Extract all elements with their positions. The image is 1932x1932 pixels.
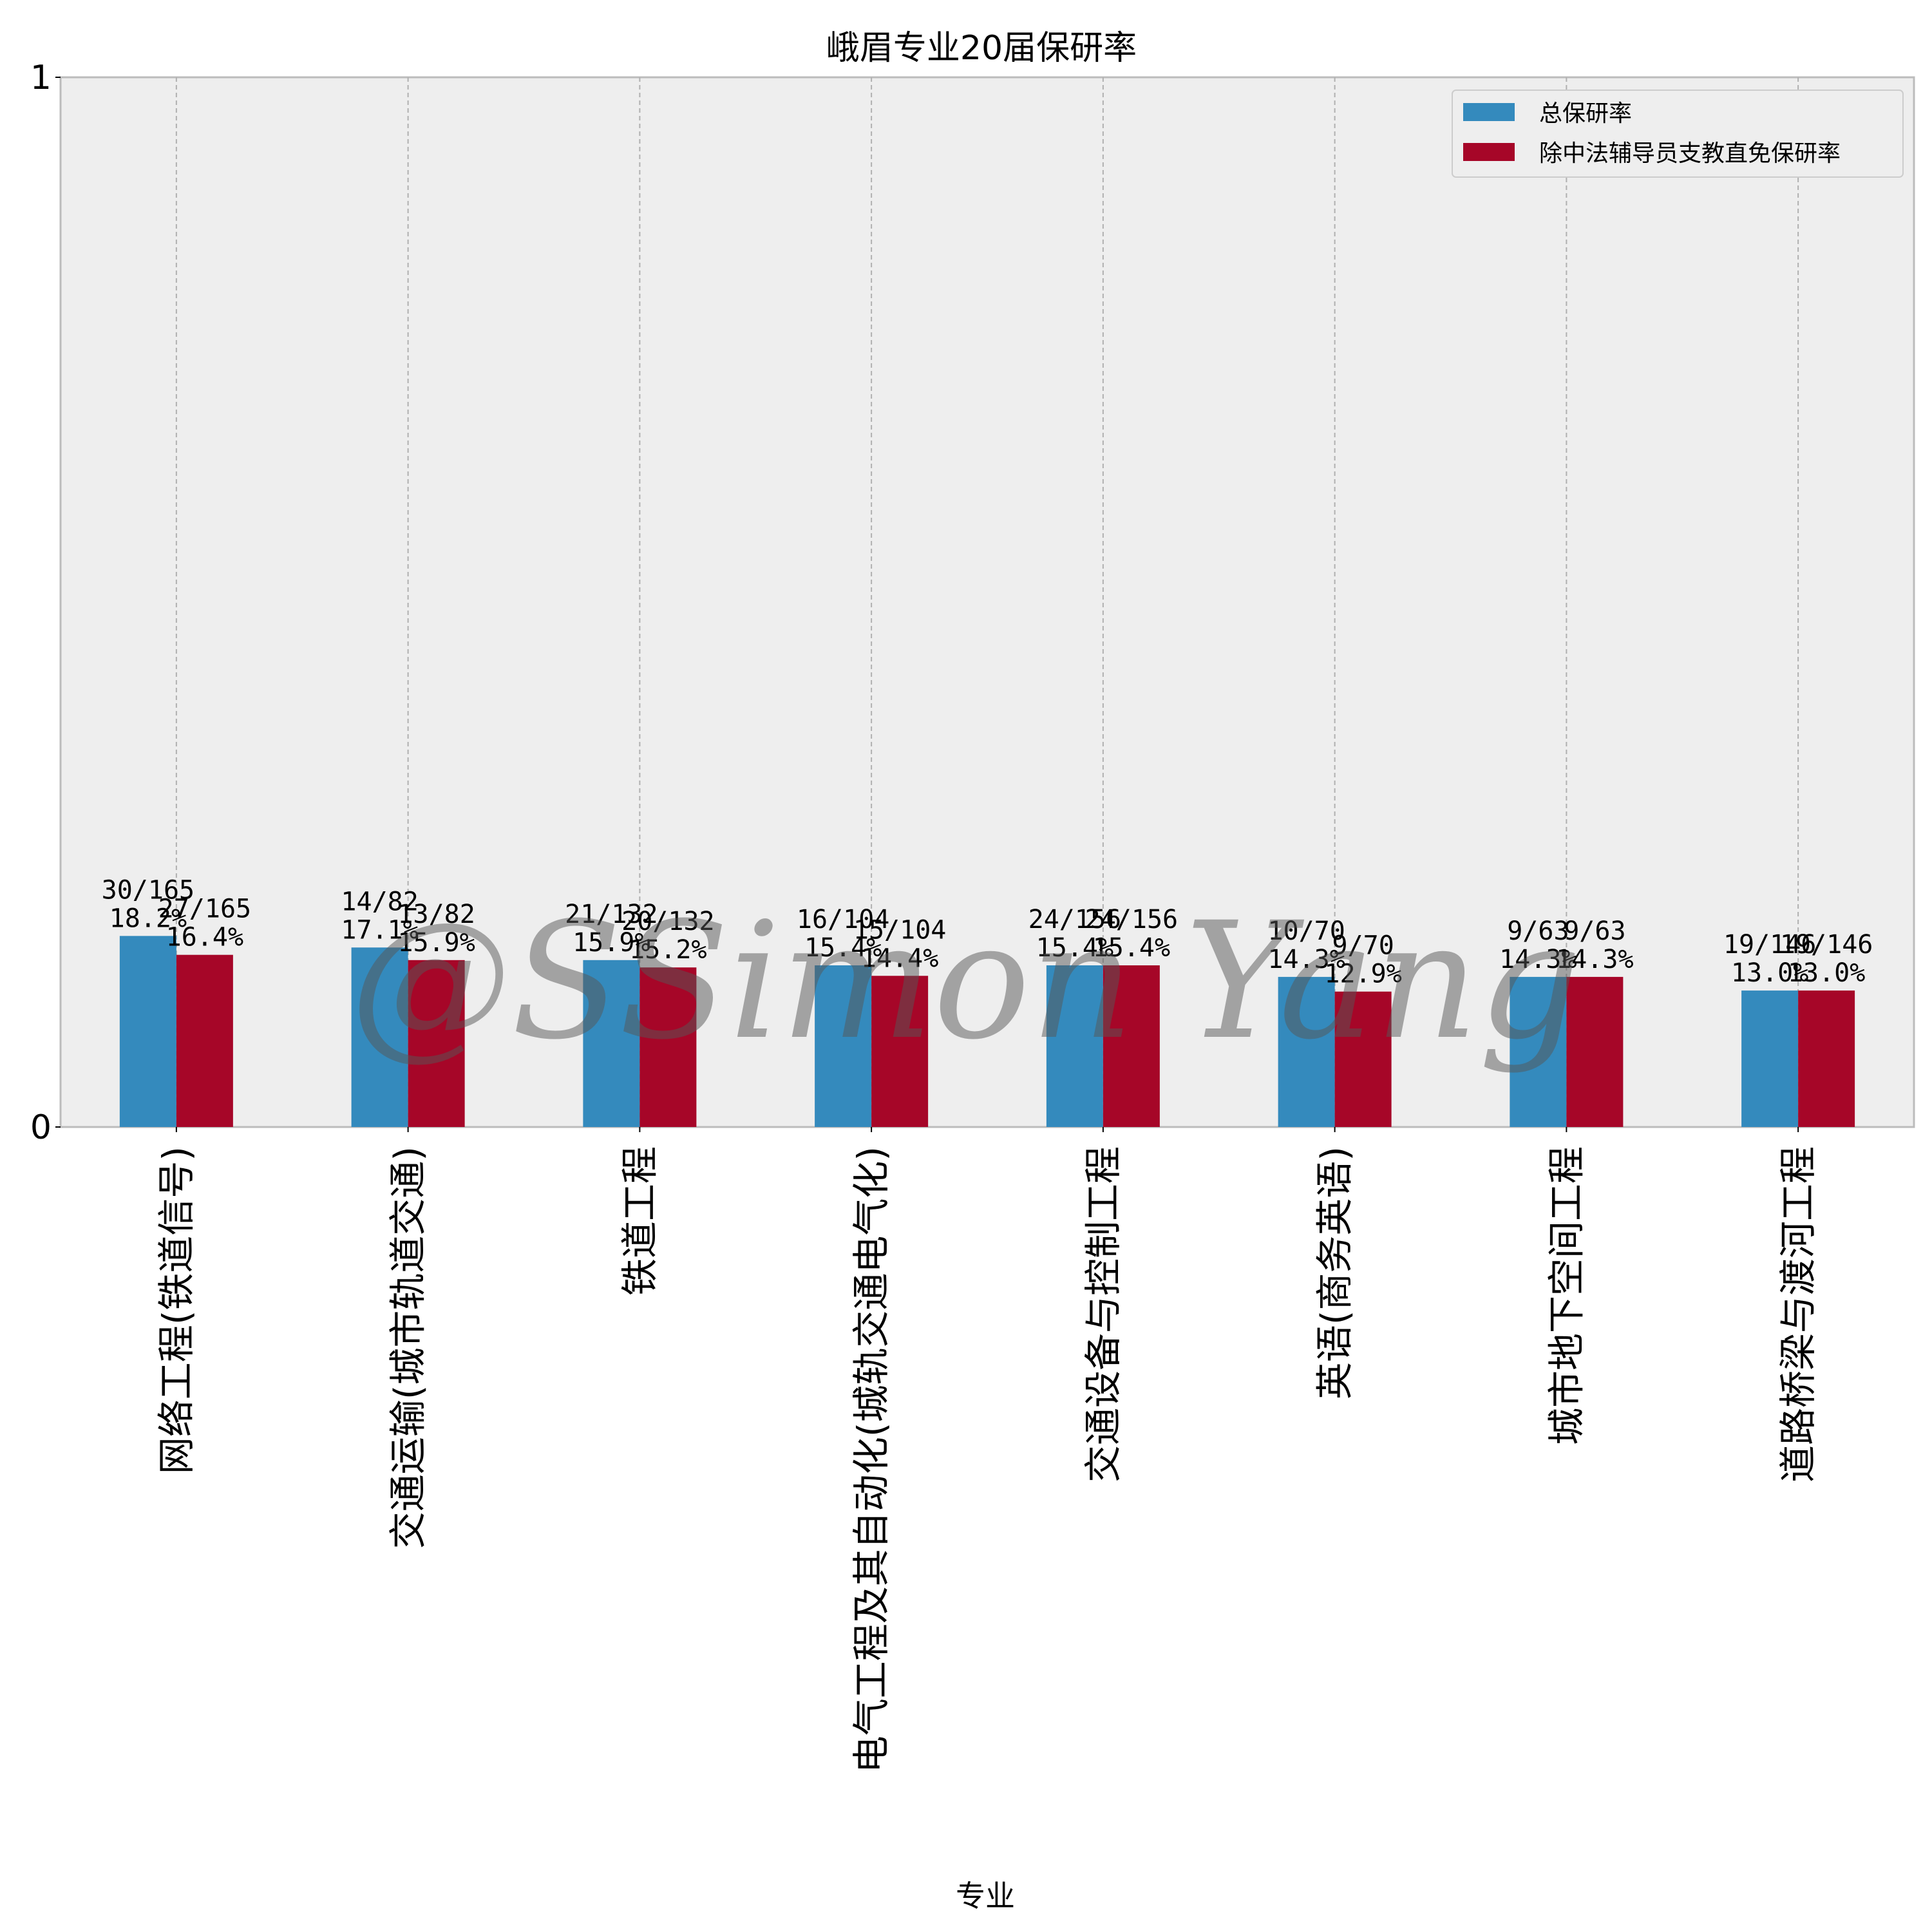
data-label-fraction: 19/146: [1780, 930, 1873, 960]
data-label-percent: 12.9%: [1324, 960, 1401, 989]
legend-label-total: 总保研率: [1539, 100, 1632, 127]
data-label-fraction: 30/165: [102, 875, 195, 905]
data-label-fraction: 10/70: [1267, 916, 1345, 946]
bar-excluding: [1334, 991, 1392, 1127]
legend-label-excl: 除中法辅导员支教直免保研率: [1539, 140, 1841, 167]
x-axis-label: 专业: [956, 1879, 1015, 1913]
legend-swatch-total: [1463, 103, 1515, 121]
bar-excluding: [871, 976, 929, 1127]
bar-total: [815, 965, 872, 1127]
data-label-fraction: 16/104: [797, 905, 890, 934]
bar-total: [1278, 976, 1335, 1127]
data-label-fraction: 24/156: [1085, 905, 1179, 934]
data-label-fraction: 14/82: [341, 887, 418, 916]
data-label-fraction: 27/165: [158, 895, 252, 924]
data-label-fraction: 9/70: [1332, 931, 1394, 961]
data-label-percent: 15.2%: [629, 935, 706, 965]
x-axis: 网络工程(铁道信号) 交通运输(城市轨道交通) 铁道工程 电气工程及其自动化(城轨交通…: [155, 1127, 1820, 1773]
bar-excluding: [1566, 976, 1624, 1127]
bar-excluding: [1103, 965, 1160, 1127]
bar-total: [583, 960, 640, 1127]
data-label-percent: 14.3%: [1556, 945, 1633, 974]
data-label-percent: 15.4%: [1093, 933, 1170, 963]
bar-excluding: [1798, 990, 1855, 1127]
data-label-percent: 15.9%: [397, 928, 475, 958]
data-label-fraction: 13/82: [397, 900, 475, 929]
x-tick-label: 道路桥梁与渡河工程: [1776, 1146, 1820, 1482]
bar-excluding: [639, 967, 697, 1127]
bar-total: [1046, 965, 1103, 1127]
y-tick-label: 0: [30, 1108, 52, 1147]
data-label-percent: 13.0%: [1788, 958, 1865, 988]
bar-total: [351, 947, 408, 1127]
bar-excluding: [408, 960, 465, 1127]
data-label-percent: 14.3%: [1499, 945, 1577, 974]
y-tick-label: 1: [30, 59, 52, 97]
x-tick-label: 铁道工程: [618, 1146, 661, 1296]
chart-title: 峨眉专业20届保研率: [826, 29, 1137, 68]
bar-total: [1741, 990, 1799, 1127]
data-label-percent: 15.9%: [573, 928, 650, 958]
data-label-percent: 14.3%: [1267, 945, 1345, 974]
x-tick-label: 电气工程及其自动化(城轨交通电气化): [849, 1146, 893, 1773]
bar-total: [1510, 976, 1567, 1127]
data-label-fraction: 19/146: [1723, 930, 1817, 960]
data-label-fraction: 24/156: [1028, 905, 1122, 934]
data-label-percent: 15.4%: [1036, 933, 1113, 963]
bar-total: [119, 936, 176, 1127]
legend-box: [1452, 90, 1904, 178]
x-tick-label: 交通运输(城市轨道交通): [386, 1146, 430, 1549]
data-label-percent: 16.4%: [166, 923, 243, 952]
data-label-percent: 18.2%: [109, 904, 187, 933]
legend: 总保研率 除中法辅导员支教直免保研率: [1452, 90, 1904, 178]
data-label-fraction: 15/104: [853, 915, 947, 945]
x-tick-label: 交通设备与控制工程: [1081, 1146, 1125, 1482]
data-label-percent: 13.0%: [1731, 958, 1808, 988]
data-label-fraction: 21/132: [565, 900, 658, 929]
data-label-percent: 17.1%: [341, 915, 418, 945]
data-label-fraction: 9/63: [1507, 916, 1569, 946]
data-label-percent: 15.4%: [804, 933, 882, 963]
x-tick-label: 网络工程(铁道信号): [155, 1146, 198, 1474]
data-labels: 30/16518.2%27/16516.4%14/8217.1%13/8215.…: [102, 875, 1873, 989]
bar-excluding: [176, 954, 233, 1127]
bars: [119, 936, 1855, 1127]
data-label-fraction: 9/63: [1564, 916, 1625, 946]
x-tick-label: 英语(商务英语): [1313, 1146, 1357, 1399]
x-tick-label: 城市地下空间工程: [1544, 1146, 1588, 1445]
y-axis: 01: [30, 59, 61, 1147]
data-label-fraction: 20/132: [621, 907, 715, 936]
legend-swatch-excl: [1463, 143, 1515, 161]
data-label-percent: 14.4%: [861, 943, 938, 973]
watermark: @SSimon Yang: [350, 887, 1582, 1075]
